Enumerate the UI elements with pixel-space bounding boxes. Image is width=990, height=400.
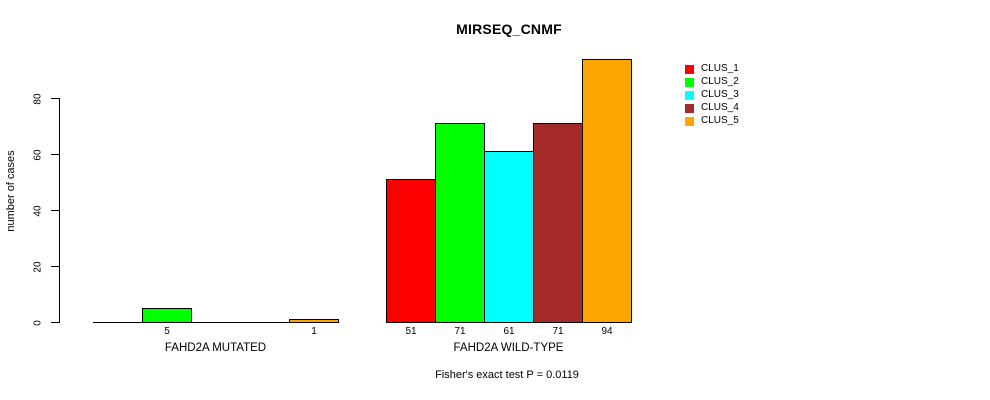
zero-baseline bbox=[93, 322, 339, 323]
legend-label-clus_3: CLUS_3 bbox=[701, 89, 739, 100]
annotation-text: Fisher's exact test P = 0.0119 bbox=[435, 369, 579, 381]
y-tick-label: 0 bbox=[32, 319, 44, 326]
bar-clus_4-wildtype bbox=[533, 123, 583, 323]
y-axis-line bbox=[59, 98, 60, 323]
legend-swatch-clus_2 bbox=[685, 78, 694, 87]
bar-value-label: 61 bbox=[503, 326, 515, 337]
bar-value-label: 1 bbox=[311, 326, 317, 337]
bar-clus_5-mutated bbox=[289, 319, 339, 323]
chart-title: MIRSEQ_CNMF bbox=[456, 21, 562, 37]
y-tick-label: 40 bbox=[32, 204, 44, 217]
bar-clus_1-wildtype bbox=[386, 179, 436, 323]
bar-value-label: 51 bbox=[405, 326, 417, 337]
y-axis-tick bbox=[51, 266, 59, 267]
bar-value-label: 94 bbox=[601, 326, 613, 337]
y-axis-tick bbox=[51, 210, 59, 211]
y-axis-tick bbox=[51, 322, 59, 323]
bar-value-label: 71 bbox=[552, 326, 564, 337]
bar-clus_3-wildtype bbox=[484, 151, 534, 323]
group-label: FAHD2A WILD-TYPE bbox=[453, 342, 564, 354]
legend-swatch-clus_1 bbox=[685, 65, 694, 74]
y-tick-label: 80 bbox=[32, 92, 44, 105]
y-axis-label: number of cases bbox=[5, 150, 17, 232]
legend-swatch-clus_4 bbox=[685, 104, 694, 113]
bar-clus_2-wildtype bbox=[435, 123, 485, 323]
legend-swatch-clus_3 bbox=[685, 91, 694, 100]
legend-swatch-clus_5 bbox=[685, 117, 694, 126]
bar-clus_5-wildtype bbox=[582, 59, 632, 323]
bar-value-label: 71 bbox=[454, 326, 466, 337]
y-axis-tick bbox=[51, 154, 59, 155]
group-label: FAHD2A MUTATED bbox=[164, 342, 267, 354]
y-tick-label: 20 bbox=[32, 260, 44, 273]
bar-value-label: 5 bbox=[164, 326, 170, 337]
bar-clus_2-mutated bbox=[142, 308, 192, 323]
y-axis-tick bbox=[51, 98, 59, 99]
legend-label-clus_2: CLUS_2 bbox=[701, 76, 739, 87]
legend-label-clus_4: CLUS_4 bbox=[701, 102, 739, 113]
y-tick-label: 60 bbox=[32, 148, 44, 161]
legend-label-clus_1: CLUS_1 bbox=[701, 63, 739, 74]
legend-label-clus_5: CLUS_5 bbox=[701, 115, 739, 126]
